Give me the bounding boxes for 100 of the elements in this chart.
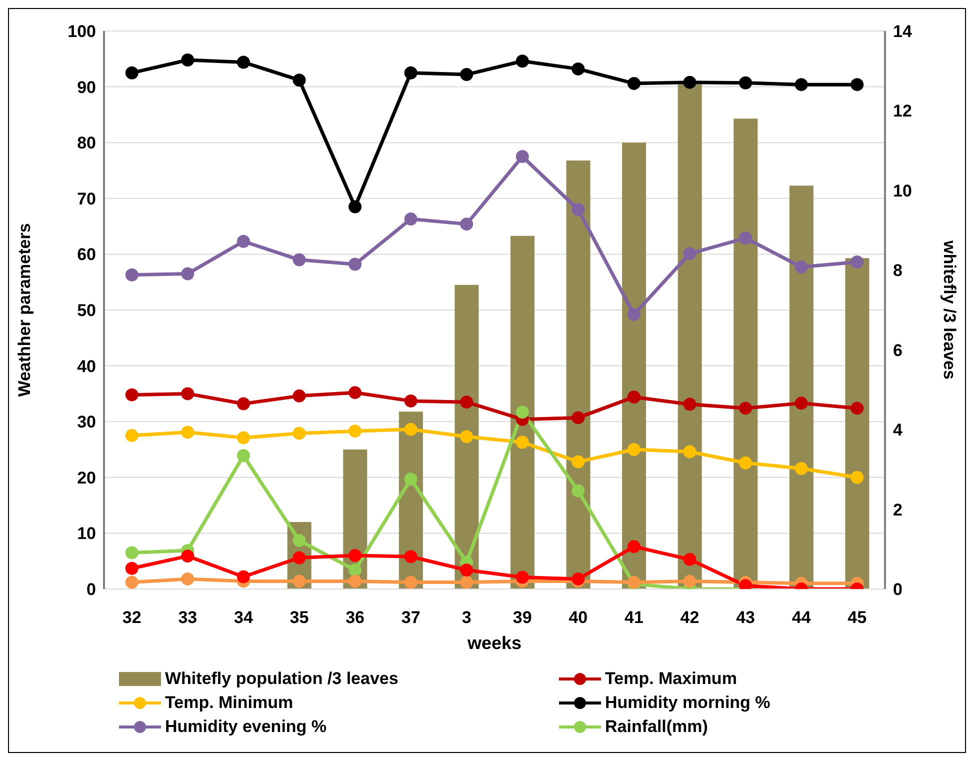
point [516, 150, 529, 164]
point [683, 445, 696, 458]
point [125, 576, 138, 589]
x-tick-label: 43 [736, 608, 755, 628]
y2-tick-label: 0 [893, 580, 902, 600]
point [125, 546, 138, 560]
y2-tick-label: 8 [893, 261, 902, 280]
y-tick-label: 80 [77, 134, 96, 153]
legend-label: Rainfall(mm) [605, 717, 708, 737]
x-tick-label: 34 [234, 608, 254, 628]
point [627, 540, 640, 554]
point [739, 402, 752, 415]
point [125, 268, 138, 282]
point [236, 431, 250, 444]
point [572, 572, 585, 586]
point [236, 570, 250, 584]
bar [678, 84, 702, 589]
point [348, 424, 362, 438]
point [850, 402, 864, 415]
x-tick-label: 3 [462, 608, 472, 628]
point [181, 387, 194, 400]
y2-axis-title: whitefly /3 leaves [940, 240, 959, 380]
y-tick-label: 50 [77, 301, 96, 320]
x-tick-label: 39 [512, 608, 532, 628]
y2-tick-label: 10 [893, 181, 912, 200]
point [683, 552, 696, 566]
legend-label: Humidity evening % [165, 717, 327, 737]
point [460, 68, 474, 82]
point [236, 56, 250, 69]
bar [734, 118, 758, 589]
point [516, 570, 529, 584]
point [404, 394, 418, 408]
bar [845, 258, 870, 589]
point [572, 411, 585, 424]
point [181, 572, 194, 586]
point [348, 386, 362, 400]
point [236, 449, 250, 462]
y-tick-label: 60 [77, 245, 96, 264]
y-tick-label: 70 [77, 189, 96, 208]
point [683, 574, 696, 588]
point [794, 396, 808, 410]
point [794, 260, 808, 274]
bar [510, 236, 534, 589]
point [683, 76, 696, 89]
point [850, 256, 864, 269]
x-tick-label: 40 [568, 608, 588, 628]
y-tick-label: 0 [86, 580, 96, 600]
point [292, 574, 306, 588]
y2-tick-label: 2 [893, 500, 902, 520]
point [181, 267, 194, 280]
x-tick-label: 36 [346, 608, 364, 628]
point [404, 576, 418, 589]
point [292, 551, 306, 564]
point [404, 422, 418, 436]
point [292, 74, 306, 87]
point [516, 54, 529, 68]
x-tick-label: 35 [290, 608, 309, 628]
point [292, 253, 306, 266]
point [572, 455, 585, 468]
point [739, 76, 752, 90]
y-tick-label: 90 [77, 78, 96, 97]
point [460, 396, 474, 409]
point [460, 576, 474, 589]
y2-tick-label: 4 [893, 420, 903, 440]
point [739, 456, 752, 470]
point [794, 462, 808, 475]
y-tick-label: 30 [77, 412, 96, 432]
y2-tick-label: 14 [893, 22, 912, 42]
point [683, 247, 696, 260]
point [627, 308, 640, 321]
point [125, 388, 138, 402]
point [404, 550, 418, 564]
y-tick-label: 20 [77, 468, 96, 488]
point [236, 234, 250, 248]
x-tick-label: 32 [122, 608, 142, 628]
point [850, 470, 864, 484]
point [460, 564, 474, 577]
y-tick-label: 10 [77, 524, 96, 544]
point [404, 472, 418, 486]
point [348, 258, 362, 271]
x-tick-label: 42 [680, 608, 700, 628]
point [794, 78, 808, 92]
point [292, 534, 306, 547]
point [460, 430, 474, 444]
point [181, 426, 194, 439]
point [292, 426, 306, 440]
point [125, 562, 138, 575]
bar [566, 160, 590, 589]
x-tick-label: 41 [624, 608, 644, 628]
point [460, 218, 474, 231]
point [404, 66, 418, 80]
point [348, 549, 362, 562]
point [683, 398, 696, 411]
x-tick-label: 37 [401, 608, 420, 628]
point [404, 212, 418, 226]
bar [789, 186, 814, 589]
point [348, 564, 362, 577]
point [572, 203, 585, 216]
legend-label: Humidity morning % [605, 693, 770, 713]
y-tick-label: 40 [77, 356, 96, 376]
